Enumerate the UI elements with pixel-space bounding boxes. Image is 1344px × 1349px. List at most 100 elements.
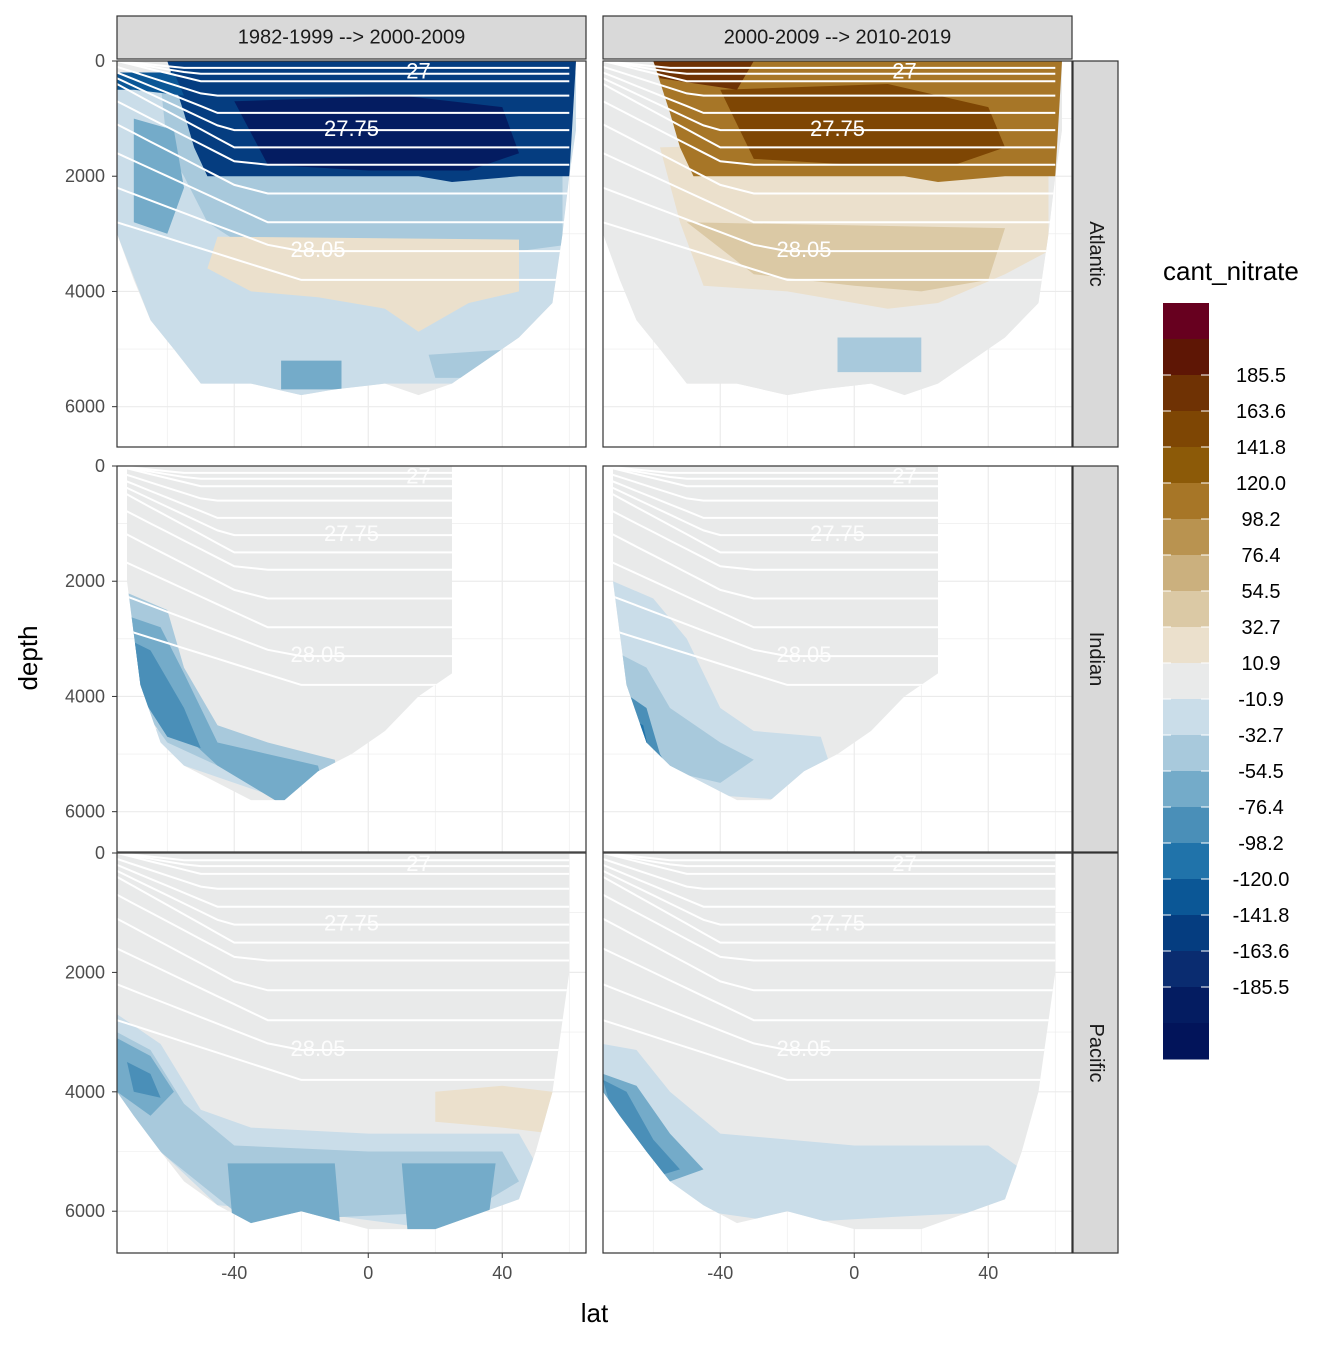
contour-fill-region <box>234 95 520 171</box>
isopycnal-line <box>613 557 938 629</box>
isopycnal-line <box>117 863 570 908</box>
row-strip-label: Pacific <box>1085 1024 1107 1083</box>
legend-break-label: 32.7 <box>1242 617 1281 639</box>
legend-swatch <box>1163 1023 1209 1060</box>
isopycnal-label: 27 <box>406 851 430 876</box>
isopycnal-line <box>127 466 452 480</box>
isopycnal-line <box>603 853 1056 868</box>
isopycnal-line <box>603 917 1056 992</box>
isopycnal-line <box>117 65 570 97</box>
isopycnal-line <box>613 466 938 488</box>
isopycnal-line <box>603 123 1056 195</box>
isopycnal-line <box>117 917 570 992</box>
x-tick-label: -40 <box>707 1263 733 1283</box>
panel-border <box>116 465 587 853</box>
legend-break-label: -98.2 <box>1238 833 1284 855</box>
legend-swatch <box>1163 519 1209 556</box>
contour-fill-region <box>281 360 342 390</box>
isopycnal-line <box>127 557 452 629</box>
isopycnal-line <box>603 83 1056 149</box>
isopycnal-line <box>613 470 938 502</box>
isopycnal-line <box>117 100 570 166</box>
y-tick-label: 6000 <box>65 1201 105 1221</box>
isopycnal-line <box>603 61 1056 69</box>
legend-break-label: -185.5 <box>1233 977 1290 999</box>
isopycnal-line <box>603 853 1056 862</box>
legend-swatch <box>1163 951 1209 988</box>
legend-break-label: 163.6 <box>1236 401 1286 423</box>
isopycnal-label: 27.75 <box>810 116 865 141</box>
isopycnal-label: 28.05 <box>776 642 831 667</box>
isopycnal-line <box>127 488 452 554</box>
y-tick-label: 6000 <box>65 802 105 822</box>
legend-break-label: 185.5 <box>1236 365 1286 387</box>
isopycnal-line <box>603 186 1056 253</box>
isopycnal-label: 27 <box>892 463 916 488</box>
panel-border <box>116 60 587 448</box>
isopycnal-lines <box>603 853 1056 1081</box>
legend-break-label: -163.6 <box>1233 941 1290 963</box>
isopycnal-line <box>613 476 938 519</box>
isopycnal-line <box>117 83 570 149</box>
isopycnal-line <box>603 61 1056 83</box>
isopycnal-label: 28.05 <box>290 237 345 262</box>
column-strip <box>602 15 1073 60</box>
y-tick-label: 0 <box>95 843 105 863</box>
facet-panel: 27.75 28.05 27 <box>602 58 1073 448</box>
x-tick-label: 0 <box>849 1263 859 1283</box>
facet-panels: 27.7528.052727.7528.052727.7528.052727.7… <box>116 58 1073 1254</box>
legend-break-label: 98.2 <box>1242 509 1281 531</box>
contour-fill-region <box>603 1079 680 1176</box>
isopycnal-line <box>117 876 570 944</box>
y-tick-label: 0 <box>95 456 105 476</box>
legend-swatch <box>1163 807 1209 844</box>
isopycnal-label: 27.75 <box>324 911 379 936</box>
legend-swatch <box>1163 555 1209 592</box>
isopycnal-line <box>613 591 938 658</box>
contour-fill-region <box>127 1062 161 1098</box>
contour-fill-region <box>837 337 922 373</box>
legend-break-label: -141.8 <box>1233 905 1290 927</box>
isopycnal-lines <box>603 61 1056 281</box>
isopycnal-line <box>603 100 1056 166</box>
isopycnal-line <box>603 863 1056 908</box>
legend-swatch <box>1163 303 1209 340</box>
isopycnal-label: 28.05 <box>776 237 831 262</box>
legend-swatch <box>1163 483 1209 520</box>
isopycnal-line <box>613 488 938 554</box>
isopycnal-line <box>603 870 1056 926</box>
isopycnal-line <box>613 466 938 474</box>
legend-break-label: -120.0 <box>1233 869 1290 891</box>
isopycnal-line <box>127 466 452 488</box>
legend-break-label: -76.4 <box>1238 797 1284 819</box>
legend: cant_nitrate 185.5 163.6 141.8 120.0 98.2 76.4… <box>1163 256 1299 1060</box>
isopycnal-line <box>603 858 1056 890</box>
isopycnal-lines <box>117 853 570 1081</box>
row-strip <box>1072 852 1119 1254</box>
contour-fill-region <box>127 638 201 749</box>
facet-strips: Atlantic Indian Pacific 1982-1999 --> 2000-… <box>116 15 1119 1254</box>
y-tick-label: 2000 <box>65 166 105 186</box>
facet-panel: 27.75 28.05 27 <box>602 851 1073 1254</box>
isopycnal-line <box>127 528 452 600</box>
column-strip <box>116 15 587 60</box>
contour-fills <box>117 61 576 396</box>
isopycnal-line <box>127 505 452 571</box>
isopycnal-line <box>127 482 452 537</box>
legend-swatch <box>1163 447 1209 484</box>
row-strip-label: Atlantic <box>1085 221 1107 287</box>
isopycnal-label: 27.75 <box>324 521 379 546</box>
legend-swatch <box>1163 375 1209 412</box>
contour-fill-region <box>133 118 184 234</box>
isopycnal-label: 27.75 <box>324 116 379 141</box>
isopycnal-line <box>603 65 1056 97</box>
legend-swatch <box>1163 411 1209 448</box>
isopycnal-line <box>613 505 938 571</box>
isopycnal-label: 27.75 <box>810 911 865 936</box>
x-axis-title: lat <box>581 1298 609 1328</box>
isopycnal-line <box>117 893 570 962</box>
row-strip <box>1072 60 1119 448</box>
legend-swatch <box>1163 591 1209 628</box>
